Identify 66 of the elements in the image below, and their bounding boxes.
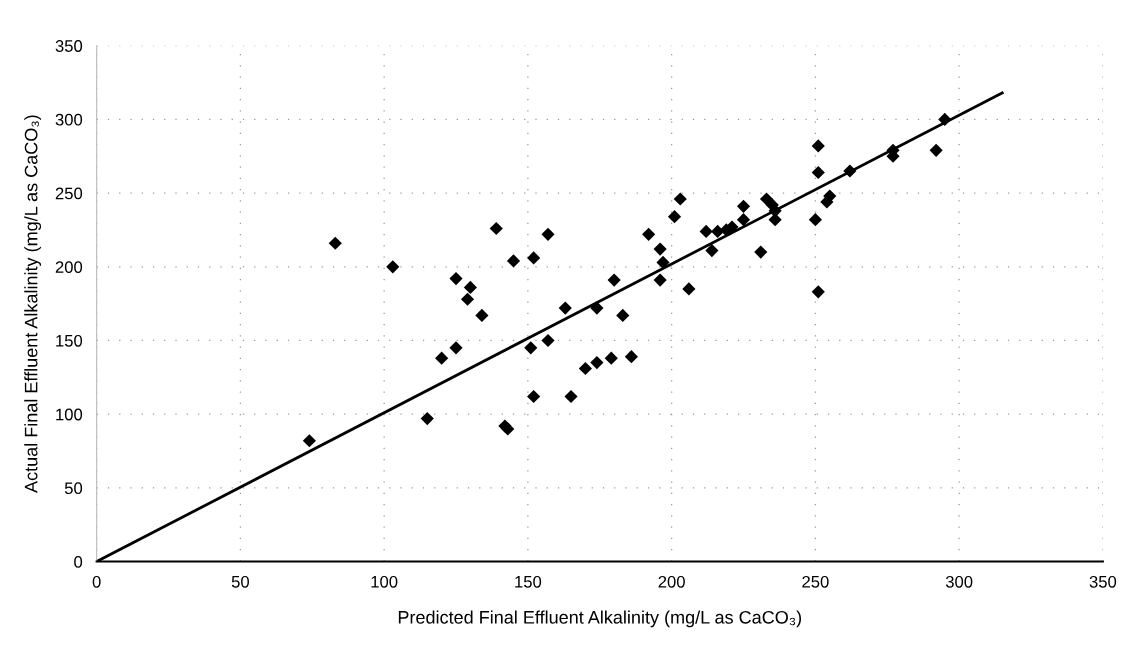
point	[558, 301, 572, 315]
point	[328, 236, 342, 250]
y-tick-label: 200	[55, 261, 83, 273]
point	[725, 220, 739, 234]
point	[420, 412, 434, 426]
point	[590, 356, 604, 370]
point	[449, 272, 463, 286]
y-tick-label: 350	[55, 40, 83, 52]
point	[460, 292, 475, 306]
point	[736, 213, 751, 227]
x-tick-label: 100	[371, 575, 398, 588]
point	[823, 189, 837, 203]
point	[302, 434, 316, 448]
point	[541, 333, 555, 348]
x-tick-label: 200	[658, 575, 685, 588]
point	[527, 389, 541, 404]
point	[564, 389, 578, 404]
point	[527, 251, 541, 265]
x-tick-label: 50	[231, 575, 250, 588]
point	[524, 341, 538, 355]
point	[642, 227, 656, 241]
point	[811, 165, 825, 180]
x-tick-label: 300	[945, 575, 973, 588]
point	[463, 280, 477, 295]
point	[624, 350, 638, 364]
x-tick-label: 0	[92, 575, 101, 588]
x-tick-label: 250	[802, 575, 829, 588]
x-axis-title: Predicted Final Effluent Alkalinity (mg/L as CaCO₃)	[398, 610, 802, 628]
point	[449, 341, 463, 355]
point	[929, 143, 943, 157]
point	[673, 192, 687, 206]
point	[811, 139, 825, 153]
y-tick-label: 0	[74, 555, 83, 568]
y-tick-label: 250	[55, 187, 83, 200]
x-tick-label: 350	[1089, 575, 1117, 588]
point	[938, 112, 952, 126]
x-tick-label: 150	[515, 575, 542, 588]
y-axis-title: Actual Final Effluent Alkalinity (mg/L as CaCO₃)	[24, 115, 42, 493]
y-tick-label: 150	[56, 334, 83, 347]
point	[754, 245, 768, 259]
point	[843, 164, 857, 178]
point	[489, 221, 503, 236]
point	[607, 273, 621, 287]
point	[768, 213, 782, 227]
point	[653, 242, 667, 256]
point	[656, 255, 670, 269]
point	[475, 308, 489, 323]
point	[808, 213, 822, 227]
y-tick-label: 100	[56, 408, 83, 421]
point	[506, 254, 521, 268]
point	[736, 199, 751, 213]
point	[811, 285, 825, 299]
point	[435, 351, 449, 365]
point	[590, 301, 604, 315]
point	[616, 308, 630, 323]
point	[653, 273, 667, 287]
point	[699, 224, 713, 239]
point	[541, 227, 555, 241]
y-tick-label: 300	[55, 113, 83, 126]
point	[604, 351, 618, 365]
point	[578, 361, 592, 376]
point	[682, 282, 696, 296]
point	[386, 260, 400, 274]
y-tick-label: 50	[64, 482, 83, 495]
point	[667, 210, 682, 224]
point	[705, 244, 719, 258]
